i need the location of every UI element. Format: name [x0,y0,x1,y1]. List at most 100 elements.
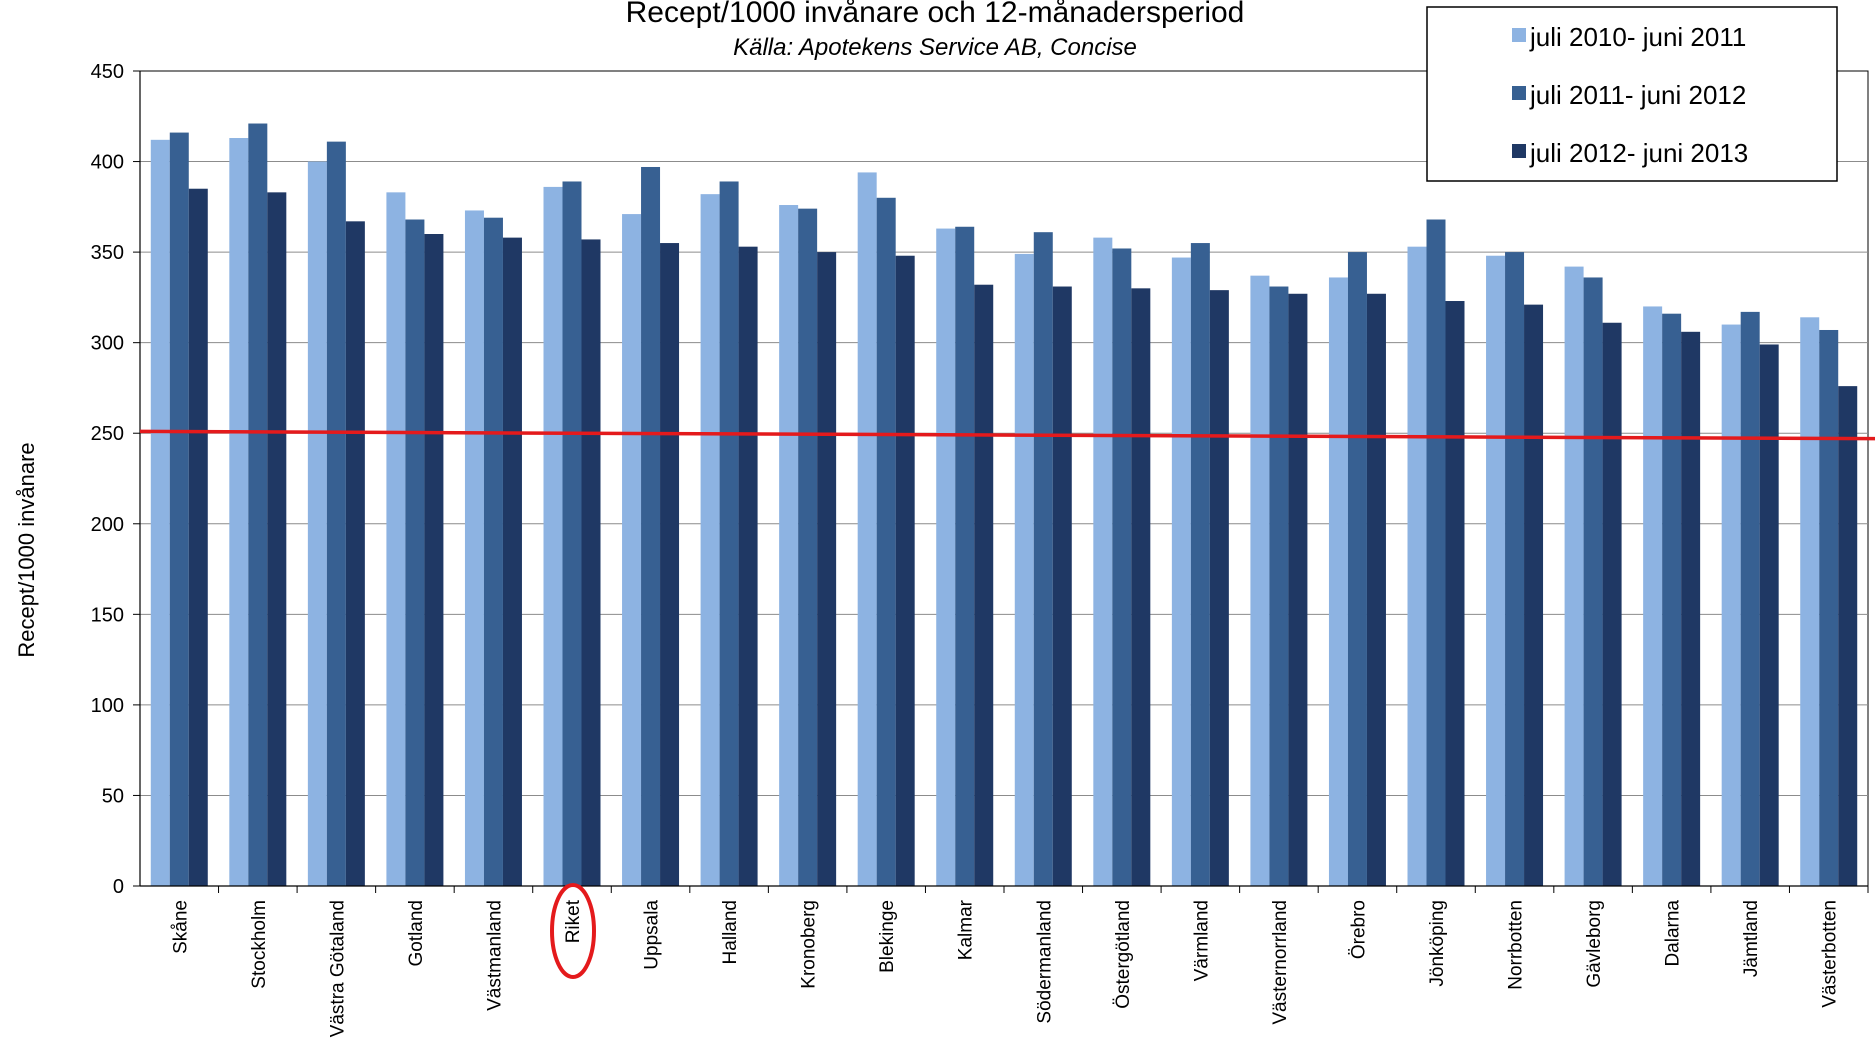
category-label: Gotland [406,900,427,967]
y-tick-label: 350 [91,242,124,264]
category-label: Riket [563,899,584,943]
bar [229,138,249,886]
highlight-circle [550,883,596,979]
reference-line-group [139,429,1875,441]
bar [1740,311,1760,886]
bar [502,237,522,887]
bars [150,123,1858,887]
y-tick-label: 50 [102,785,124,807]
bar [188,188,208,886]
bar [1347,252,1367,887]
y-tick-label: 0 [113,876,124,898]
bar [1171,257,1191,886]
category-label: Uppsala [642,900,663,970]
bar [1426,219,1446,886]
bar [1759,344,1779,886]
bar [1524,304,1544,887]
bar [1033,232,1053,886]
bar [562,181,582,886]
y-tick-label: 300 [91,333,124,355]
bar [1800,317,1820,886]
bar [1564,266,1584,887]
legend-label-3: juli 2012- juni 2013 [1529,138,1748,168]
bar [817,252,837,887]
category-label: Stockholm [249,900,270,989]
category-label: Kalmar [956,899,977,960]
bar [857,172,877,886]
legend-box [1426,6,1838,182]
bar [1602,322,1622,886]
bar [248,123,268,887]
y-axis-label: Recept/1000 invånare [14,442,39,657]
chart-subtitle: Källa: Apotekens Service AB, Concise [733,34,1137,61]
category-label: Jämtland [1741,900,1762,977]
bar [1407,246,1427,886]
bar [1819,329,1839,886]
bar [483,217,503,886]
bar [798,208,818,887]
bar [974,284,994,886]
bar [581,239,601,886]
bar [738,246,758,886]
bar [1052,286,1072,886]
bar [1662,313,1682,886]
labels: 0 50 100 150 200 250 300 350 400 450 Skåne Stockhol… [91,61,1841,1037]
category-label: Västernorrland [1270,900,1291,1025]
category-label: Skåne [170,900,191,954]
legend-swatch-1 [1512,28,1526,42]
bar [1366,293,1386,886]
bar [1190,243,1210,887]
bar [1131,288,1151,886]
bar [424,234,444,886]
bar [1288,293,1308,886]
bar [1445,301,1465,886]
category-label: Örebro [1348,900,1369,959]
category-label: Kronoberg [799,900,820,989]
chart-title: Recept/1000 invånare och 12-månadersperi… [626,0,1245,29]
bar [1014,253,1034,886]
bar [386,192,406,886]
bar [1721,324,1741,886]
bar [1209,290,1229,887]
reference-line [139,429,1875,441]
bar [1250,275,1270,887]
category-label: Värmland [1191,900,1212,981]
y-tick-label: 400 [91,152,124,174]
category-label: Västra Götaland [327,900,348,1037]
axes [133,70,1869,893]
bar [326,141,346,887]
legend-label-2: juli 2011- juni 2012 [1529,80,1746,110]
bar [307,161,327,887]
bar [345,221,365,887]
bar [641,166,661,886]
category-label: Dalarna [1663,900,1684,967]
y-tick-label: 250 [91,423,124,445]
bar [1112,248,1132,886]
category-label: Jönköping [1427,900,1448,987]
bar [169,132,189,887]
bar [1328,277,1348,886]
y-tick-label: 450 [91,61,124,83]
bar [267,192,287,886]
bar [150,139,170,887]
bar [543,186,563,886]
bar [700,194,720,887]
bar [464,210,484,886]
bar [1681,331,1701,886]
bar [955,226,975,886]
bar [936,228,956,887]
bar [660,243,680,887]
legend-swatch-2 [1512,86,1526,100]
category-label: Västmanland [484,900,505,1011]
bar [895,255,915,886]
legend-swatch-3 [1512,144,1526,158]
bar [779,205,799,886]
category-label: Gävleborg [1584,900,1605,988]
bar [719,181,739,886]
bar [1093,237,1113,887]
category-label: Halland [720,900,741,964]
bar [876,197,896,886]
bar [1505,252,1525,887]
bar [622,214,642,887]
